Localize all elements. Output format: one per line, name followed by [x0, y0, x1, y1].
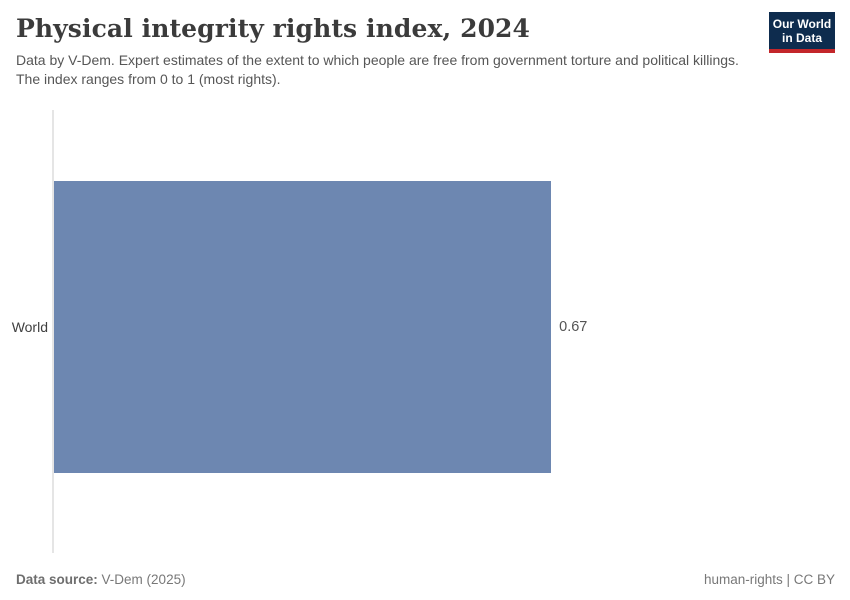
- data-source-value: V-Dem (2025): [101, 572, 186, 587]
- chart-subtitle: Data by V-Dem. Expert estimates of the e…: [16, 52, 739, 87]
- plot-area: 0.67: [52, 110, 796, 553]
- bar-world[interactable]: [54, 181, 552, 473]
- y-axis-line: [52, 110, 54, 553]
- chart-title: Physical integrity rights index, 2024: [16, 14, 531, 43]
- chart-footer: Data source: V-Dem (2025) human-rights |…: [16, 572, 835, 587]
- data-source-label: Data source:: [16, 572, 98, 587]
- license-note[interactable]: human-rights | CC BY: [703, 572, 835, 587]
- value-label-world: 0.67: [559, 319, 588, 335]
- category-label-world: World: [11, 319, 48, 335]
- owid-logo-line2: in Data: [781, 30, 822, 45]
- data-source: Data source: V-Dem (2025): [16, 572, 186, 587]
- chart-header: Physical integrity rights index, 2024 Da…: [16, 14, 740, 89]
- owid-logo-line1: Our World: [772, 16, 832, 31]
- bar-row-world: 0.67: [54, 181, 796, 473]
- owid-logo[interactable]: Our World in Data: [769, 12, 835, 53]
